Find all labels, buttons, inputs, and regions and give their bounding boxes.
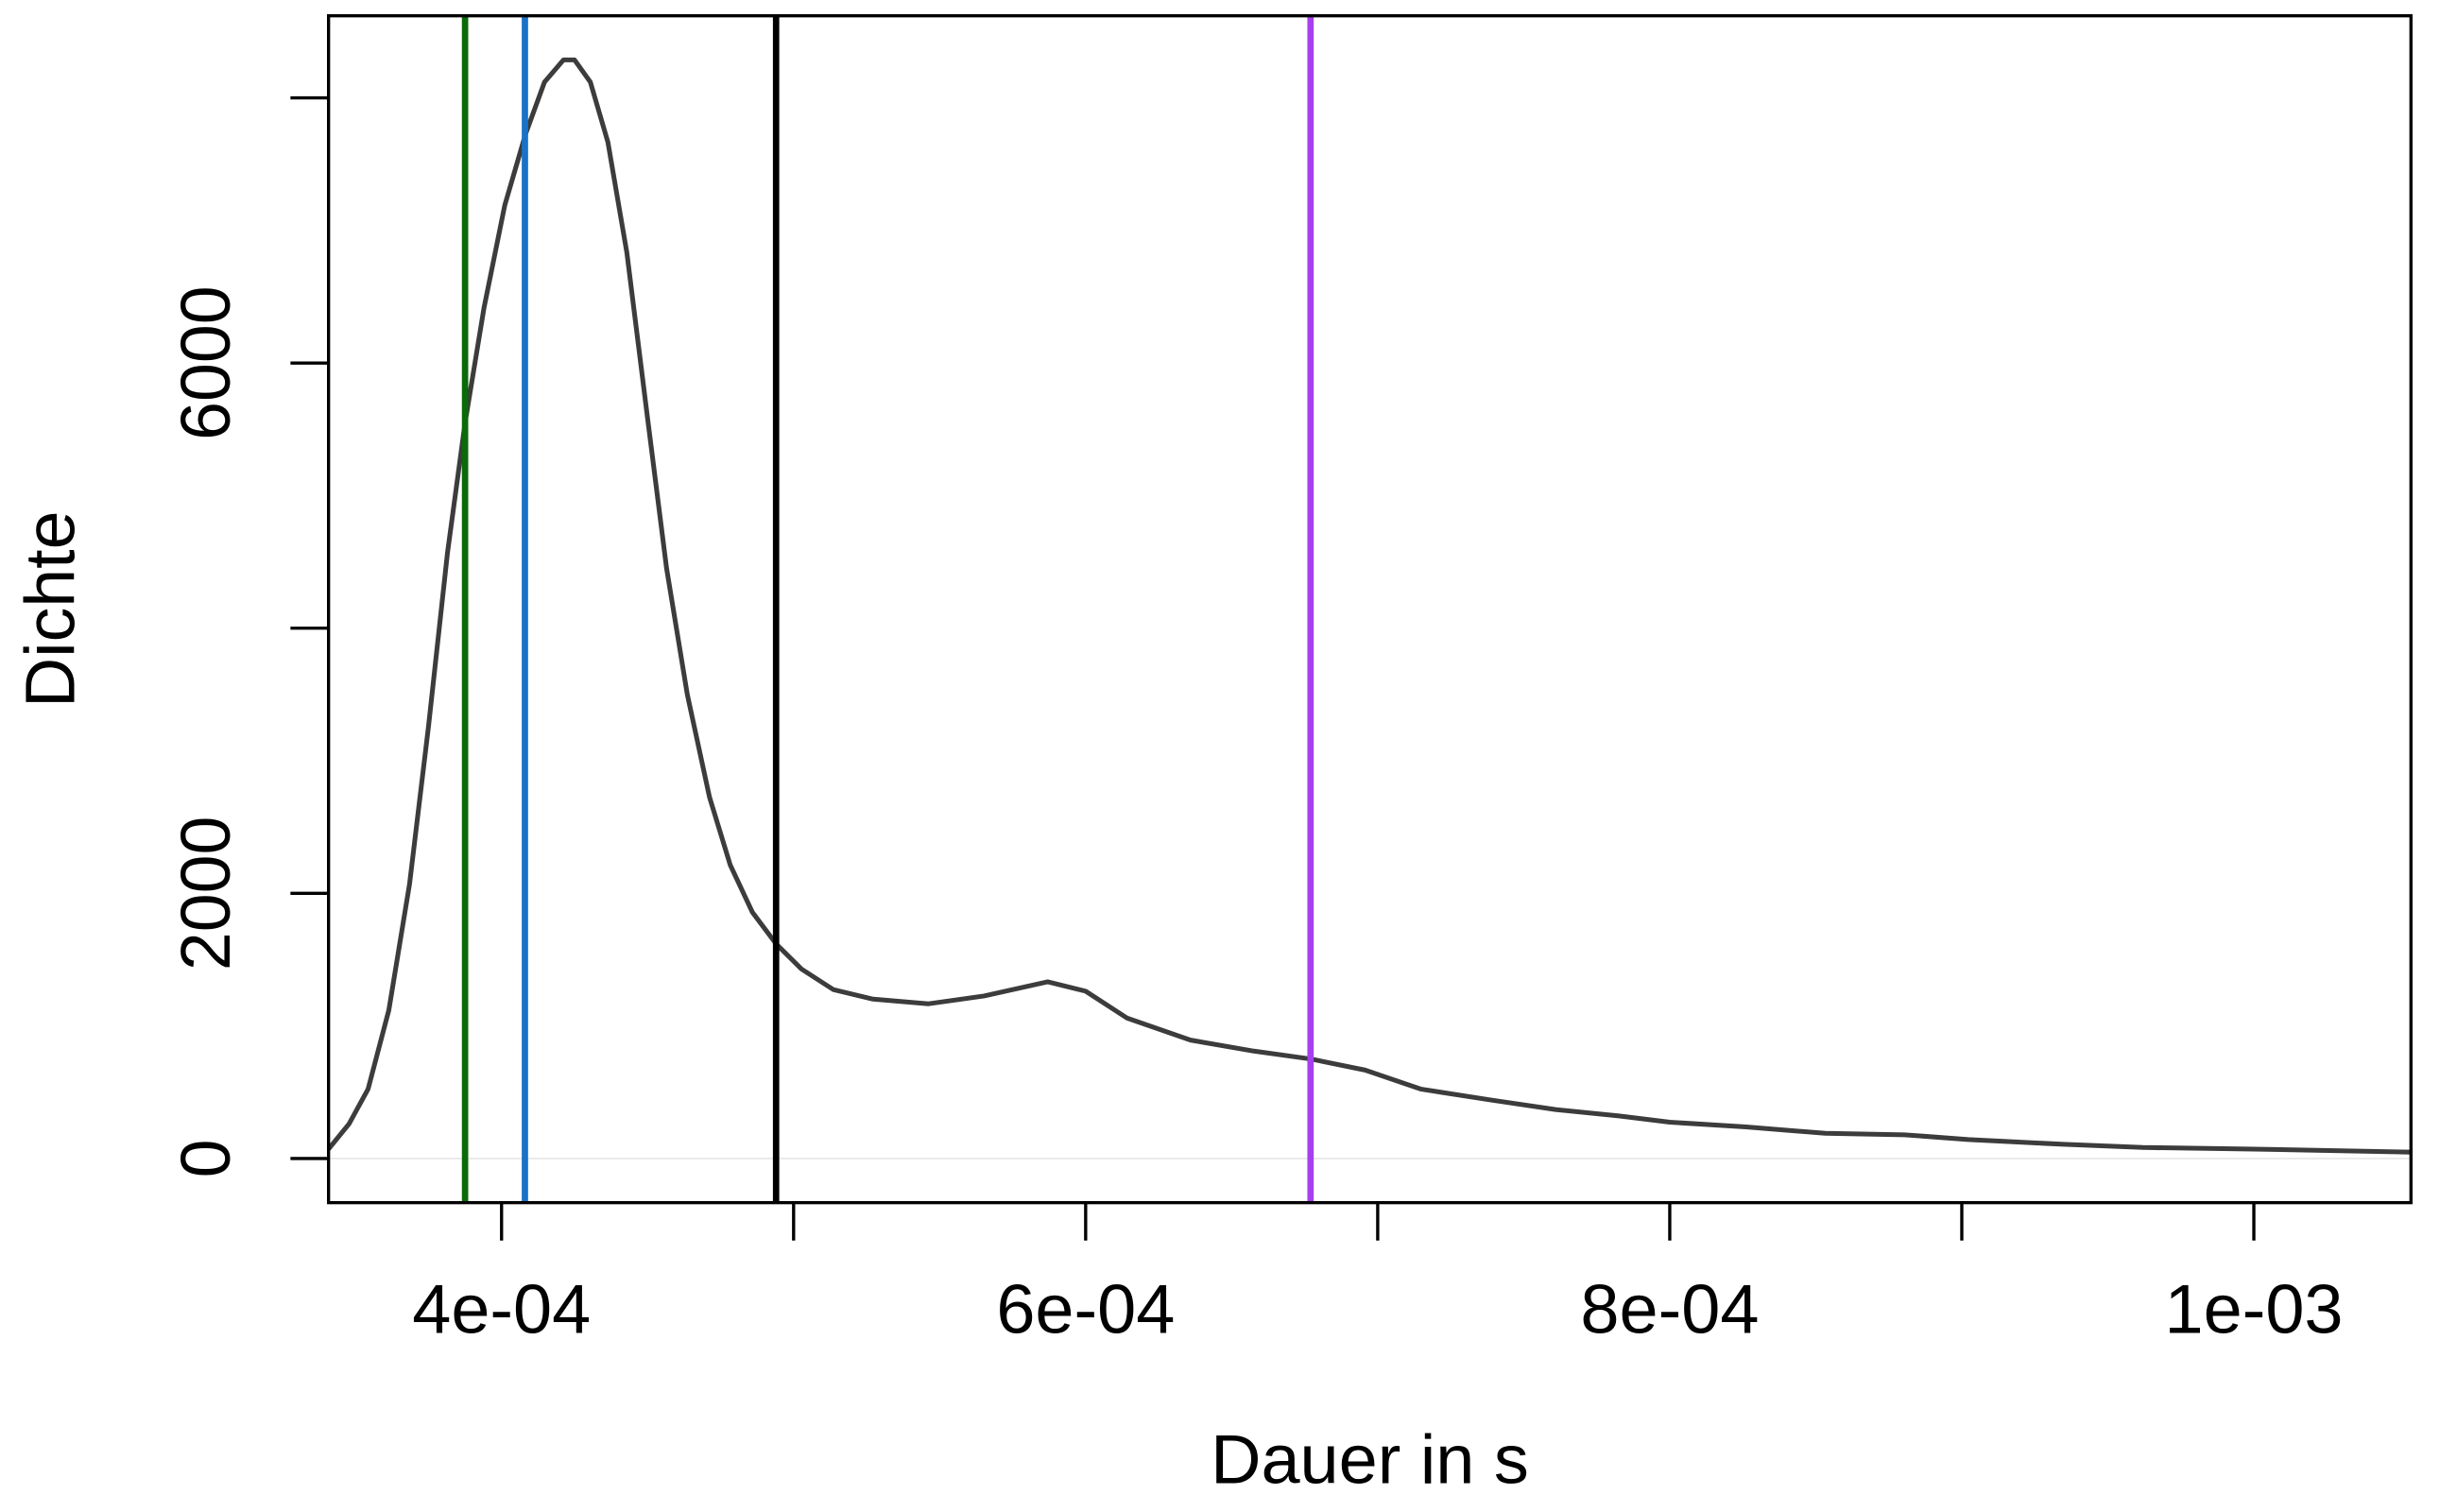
y-axis-title: Dichte	[10, 511, 89, 708]
x-axis-title: Dauer in s	[1211, 1419, 1529, 1498]
x-tick-label: 6e-04	[996, 1270, 1175, 1349]
y-tick-label: 2000	[166, 816, 245, 971]
x-tick-label: 1e-03	[2165, 1270, 2344, 1349]
y-tick-label: 6000	[166, 285, 245, 439]
density-line	[326, 57, 2412, 1155]
y-tick-label: 0	[166, 1139, 245, 1177]
x-tick-label: 4e-04	[412, 1270, 591, 1349]
x-tick-label: 8e-04	[1580, 1270, 1759, 1349]
plot-frame	[326, 14, 2413, 1205]
